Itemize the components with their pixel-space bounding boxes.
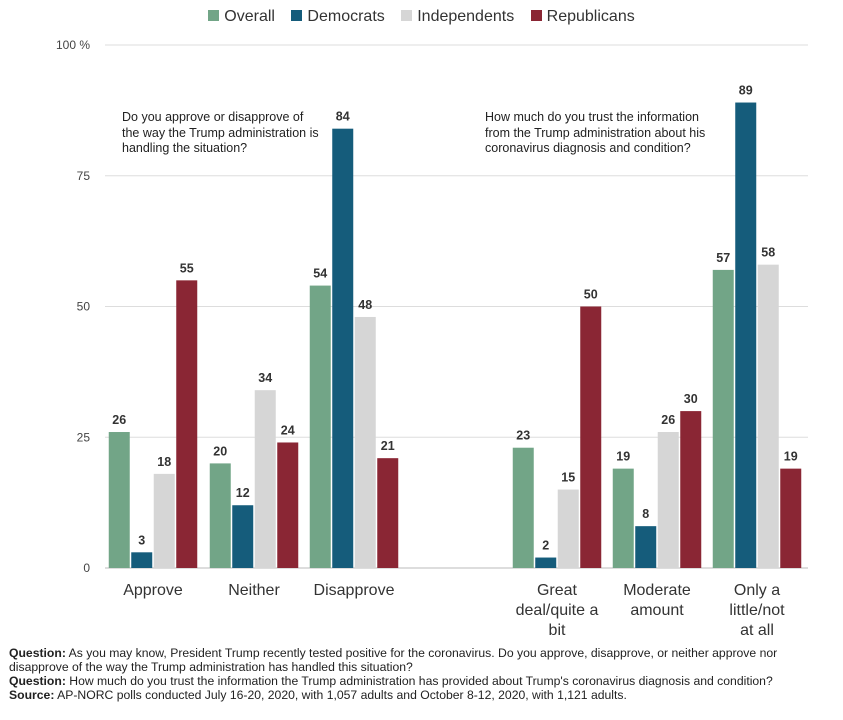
- bar: [780, 468, 802, 568]
- data-label: 54: [313, 267, 327, 281]
- data-label: 8: [642, 507, 649, 521]
- bar-chart: 0 25 50 75 100 % 26 3 18 55 Approve 20 12 34 24 Neithe…: [56, 38, 808, 639]
- legend-swatch: [530, 10, 542, 21]
- data-label: 12: [236, 486, 250, 500]
- bar: [657, 432, 679, 568]
- footer-notes: Question: As you may know, President Tru…: [9, 646, 837, 702]
- data-label: 26: [112, 413, 126, 427]
- data-label: 19: [784, 450, 798, 464]
- bar: [535, 557, 557, 568]
- x-tick-label: Great deal/quite a bit: [516, 582, 599, 639]
- data-label: 89: [739, 84, 753, 98]
- x-tick-label-line: bit: [549, 622, 566, 639]
- footer-question-1-label: Question:: [9, 646, 66, 660]
- bar: [254, 390, 276, 568]
- bar: [612, 468, 634, 568]
- legend-label: Democrats: [307, 8, 385, 25]
- bar: [557, 489, 579, 568]
- bar: [131, 552, 153, 568]
- bar: [332, 128, 354, 568]
- legend-label: Overall: [224, 8, 275, 25]
- legend-label: Independents: [417, 8, 515, 25]
- data-label: 58: [761, 246, 775, 260]
- bar: [232, 505, 254, 568]
- footer-question-2-text: How much do you trust the information th…: [65, 674, 773, 688]
- footer-source-label: Source:: [9, 688, 55, 702]
- data-label: 23: [516, 429, 530, 443]
- bar: [309, 285, 331, 568]
- data-label: 15: [561, 471, 575, 485]
- bar: [680, 411, 702, 568]
- bar: [277, 442, 299, 568]
- footer-question-1: Question: As you may know, President Tru…: [9, 646, 837, 674]
- annotation-approval-question: Do you approve or disapprove of the way …: [122, 110, 319, 155]
- data-label: 34: [258, 371, 272, 385]
- data-label: 84: [336, 110, 350, 124]
- data-label: 19: [616, 450, 630, 464]
- x-tick-label-line: Moderate: [623, 582, 691, 599]
- data-label: 57: [716, 251, 730, 265]
- y-tick-label: 75: [77, 169, 91, 183]
- legend-item-republicans: Republicans: [530, 8, 635, 26]
- data-label: 24: [281, 423, 295, 437]
- x-tick-label: Only a little/not at all: [729, 582, 785, 639]
- bar: [735, 102, 757, 568]
- y-tick-label: 25: [77, 430, 91, 444]
- y-tick-label: 0: [83, 561, 90, 575]
- x-tick-label-line: Disapprove: [314, 582, 395, 599]
- bar: [635, 526, 657, 568]
- bar: [512, 447, 534, 568]
- data-label: 48: [358, 298, 372, 312]
- footer-source: Source: AP-NORC polls conducted July 16-…: [9, 688, 837, 702]
- x-tick-label-line: little/not: [729, 602, 785, 619]
- x-tick-label-line: amount: [630, 602, 684, 619]
- bar: [209, 463, 231, 568]
- annotation-trust-question: How much do you trust the information fr…: [485, 110, 706, 155]
- footer-question-2-label: Question:: [9, 674, 66, 688]
- data-label: 2: [542, 539, 549, 553]
- bar: [354, 316, 376, 568]
- bar: [377, 458, 399, 568]
- bar: [108, 432, 130, 568]
- footer-question-2: Question: How much do you trust the info…: [9, 674, 837, 688]
- x-tick-label: Disapprove: [314, 582, 395, 599]
- data-label: 3: [138, 533, 145, 547]
- data-label: 50: [584, 288, 598, 302]
- legend-item-democrats: Democrats: [291, 8, 385, 26]
- legend-label: Republicans: [546, 8, 635, 25]
- bar: [153, 473, 175, 568]
- bar: [757, 264, 779, 568]
- legend: Overall Democrats Independents Republica…: [0, 8, 843, 26]
- bar: [176, 280, 198, 568]
- y-tick-label: 50: [77, 300, 91, 314]
- x-tick-label-line: Great: [537, 582, 578, 599]
- data-label: 30: [684, 392, 698, 406]
- footer-question-1-text: As you may know, President Trump recentl…: [9, 646, 778, 674]
- data-label: 55: [180, 261, 194, 275]
- footer-source-text: AP-NORC polls conducted July 16-20, 2020…: [54, 688, 627, 702]
- data-label: 21: [381, 439, 395, 453]
- legend-swatch: [208, 10, 220, 21]
- x-tick-label: Neither: [228, 582, 280, 599]
- x-tick-label-line: Approve: [123, 582, 183, 599]
- data-label: 26: [661, 413, 675, 427]
- x-tick-label-line: Only a: [734, 582, 780, 599]
- x-tick-label-line: deal/quite a: [516, 602, 599, 619]
- legend-item-overall: Overall: [208, 8, 275, 26]
- bar: [580, 306, 602, 568]
- x-tick-label: Approve: [123, 582, 183, 599]
- data-label: 18: [157, 455, 171, 469]
- y-tick-label: 100 %: [56, 38, 90, 52]
- bar: [712, 269, 734, 568]
- x-tick-label-line: at all: [740, 622, 774, 639]
- legend-swatch: [401, 10, 413, 21]
- data-label: 20: [213, 444, 227, 458]
- legend-swatch: [291, 10, 303, 21]
- x-tick-label: Moderate amount: [623, 582, 691, 619]
- x-tick-label-line: Neither: [228, 582, 280, 599]
- legend-item-independents: Independents: [401, 8, 514, 26]
